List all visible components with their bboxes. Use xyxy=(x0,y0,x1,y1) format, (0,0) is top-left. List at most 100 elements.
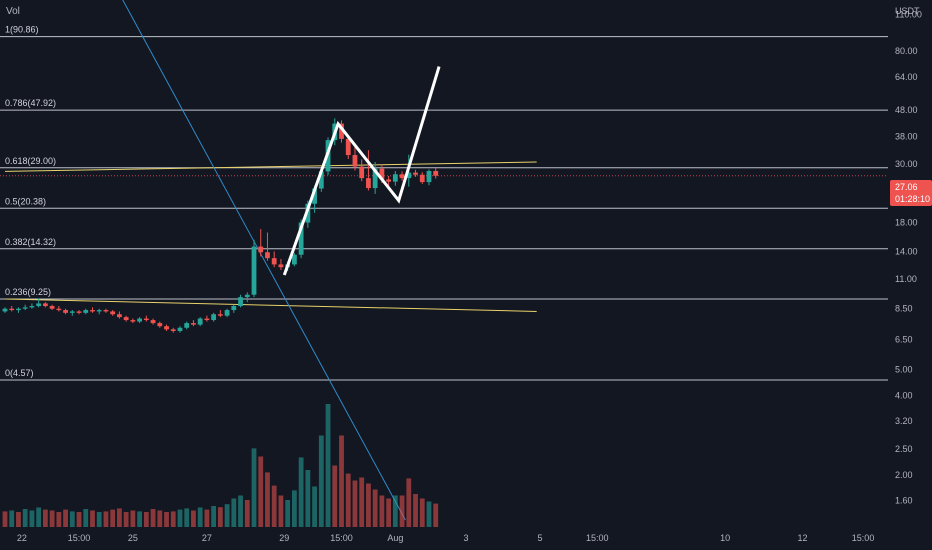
fib-label-0: 1(90.86) xyxy=(5,25,39,35)
candle xyxy=(90,307,95,313)
candle-body xyxy=(298,222,304,255)
volume-bar xyxy=(110,509,116,527)
candle-body xyxy=(90,310,95,312)
candle-body xyxy=(157,323,163,327)
candle xyxy=(419,172,425,184)
time-tick-label: 10 xyxy=(720,533,730,543)
volume-bar xyxy=(238,495,243,527)
candle-body xyxy=(130,320,136,322)
volume-bar xyxy=(332,465,338,527)
time-tick-label: 3 xyxy=(463,533,468,543)
volume-bar xyxy=(29,510,35,527)
price-tick-label: 2.50 xyxy=(895,444,913,454)
candle xyxy=(157,321,163,328)
candle xyxy=(291,253,297,267)
candle xyxy=(231,304,237,313)
time-tick-label: Aug xyxy=(387,533,403,543)
candle xyxy=(2,307,8,313)
candle-body xyxy=(110,311,116,315)
candle xyxy=(386,175,392,188)
candle xyxy=(9,306,15,312)
candle xyxy=(49,304,55,311)
volume-bar xyxy=(96,512,102,527)
candle xyxy=(413,169,418,177)
volume-bar xyxy=(137,511,142,527)
last-price-value: 27.06 xyxy=(895,182,918,192)
time-tick-label: 22 xyxy=(17,533,27,543)
price-tick-label: 1.60 xyxy=(895,495,913,505)
candle-body xyxy=(36,303,42,307)
candle xyxy=(433,168,439,179)
candle-body xyxy=(83,310,89,313)
last-price-badge: 27.06 01:28:10 xyxy=(890,180,932,206)
candle xyxy=(42,302,48,308)
volume-bar xyxy=(191,510,196,527)
time-tick-label: 15:00 xyxy=(330,533,353,543)
fib-label-1: 0.786(47.92) xyxy=(5,98,56,108)
currency-unit-label: USDT xyxy=(895,6,920,16)
volume-bar xyxy=(42,509,48,527)
volume-bar xyxy=(399,495,405,527)
volume-bar xyxy=(211,506,217,527)
candle xyxy=(143,315,149,322)
volume-bar xyxy=(170,511,176,527)
candle-body xyxy=(231,306,237,311)
candle xyxy=(238,294,243,308)
trendlines xyxy=(4,0,537,521)
volume-bar xyxy=(83,509,89,527)
volume-bar xyxy=(298,457,304,527)
candle-body xyxy=(143,318,149,321)
volume-bar xyxy=(36,507,42,527)
price-tick-label: 30.00 xyxy=(895,159,918,169)
price-tick-label: 80.00 xyxy=(895,46,918,56)
fib-levels: 1(90.86) 0.786(47.92) 0.618(29.00) 0.5(20.3… xyxy=(0,25,888,381)
trendline-yellow-lower xyxy=(4,298,537,312)
fib-label-2: 0.618(29.00) xyxy=(5,156,56,166)
candle xyxy=(251,239,257,298)
price-tick-label: 18.00 xyxy=(895,218,918,228)
candle-body xyxy=(386,179,392,182)
candle-body xyxy=(9,308,15,311)
trendline-yellow-upper xyxy=(4,161,537,172)
price-tick-label: 2.00 xyxy=(895,470,913,480)
candle xyxy=(197,317,203,327)
candle-body xyxy=(191,323,196,325)
price-tick-label: 8.50 xyxy=(895,304,913,314)
volume-bar xyxy=(130,510,136,527)
price-tick-label: 4.00 xyxy=(895,390,913,400)
time-axis: 22 15:00 25 27 29 15:00 Aug 3 5 15:00 10 12 15:00 xyxy=(17,533,875,543)
time-tick-label: 25 xyxy=(128,533,138,543)
candle xyxy=(204,315,210,322)
candle xyxy=(366,150,371,191)
volume-bar xyxy=(291,490,297,527)
flag-pattern-line xyxy=(282,66,441,276)
candle-body xyxy=(379,168,385,180)
candle xyxy=(170,327,176,333)
candle-body xyxy=(103,310,109,312)
volume-bar xyxy=(265,472,270,527)
candle-body xyxy=(426,170,432,183)
candle xyxy=(63,308,68,315)
volume-bar xyxy=(352,480,358,527)
candle-body xyxy=(170,329,176,332)
volume-bar xyxy=(56,512,62,527)
candle xyxy=(177,326,183,333)
volume-bar xyxy=(339,435,344,527)
candle xyxy=(56,306,62,312)
candle-body xyxy=(339,123,344,139)
candle-body xyxy=(318,171,324,189)
volume-bar xyxy=(413,494,418,527)
fib-label-6: 0(4.57) xyxy=(5,368,34,378)
volume-bar xyxy=(359,477,365,527)
candle xyxy=(130,318,136,324)
time-tick-label: 15:00 xyxy=(68,533,91,543)
candle-body xyxy=(184,323,190,328)
candle-body xyxy=(177,327,183,332)
candle-body xyxy=(399,174,405,179)
volume-bar xyxy=(197,507,203,527)
volume-bar xyxy=(231,498,237,527)
volume-bar xyxy=(406,478,412,527)
volume-bar xyxy=(379,495,385,527)
volume-bar xyxy=(90,510,95,527)
